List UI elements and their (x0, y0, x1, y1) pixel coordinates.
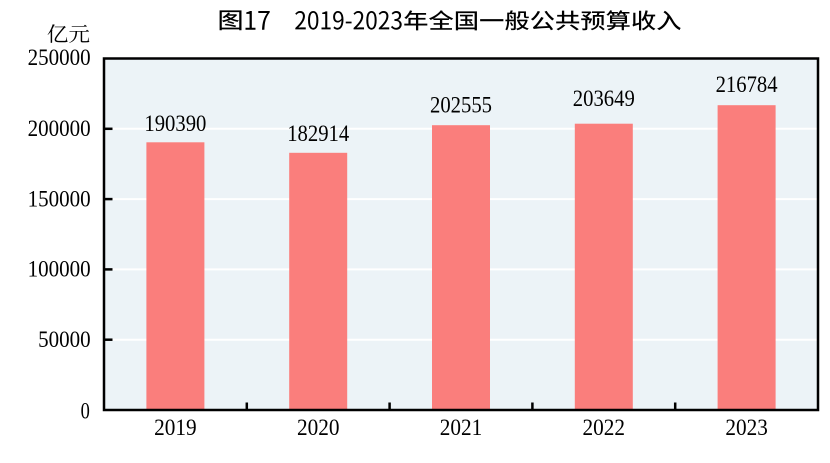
svg-text:150000: 150000 (28, 186, 91, 211)
svg-text:100000: 100000 (28, 257, 91, 282)
svg-text:2021: 2021 (440, 415, 483, 440)
svg-text:200000: 200000 (28, 116, 91, 141)
svg-text:202555: 202555 (430, 93, 492, 118)
svg-text:182914: 182914 (287, 121, 350, 146)
svg-text:190390: 190390 (144, 111, 206, 136)
svg-text:0: 0 (81, 399, 90, 424)
svg-text:50000: 50000 (38, 327, 91, 352)
svg-text:2019: 2019 (154, 415, 197, 440)
svg-text:250000: 250000 (28, 45, 91, 70)
svg-text:2020: 2020 (297, 415, 340, 440)
svg-text:216784: 216784 (716, 72, 779, 97)
svg-text:203649: 203649 (573, 86, 635, 111)
svg-text:2023: 2023 (725, 415, 768, 440)
svg-text:2022: 2022 (583, 415, 626, 440)
